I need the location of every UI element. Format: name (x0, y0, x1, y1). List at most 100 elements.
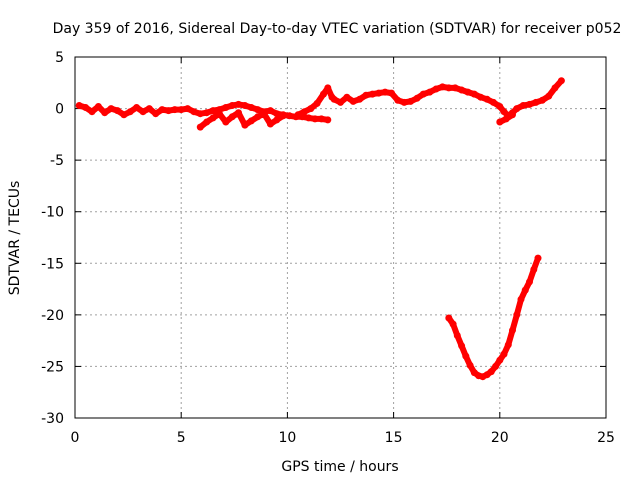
data-point (545, 92, 553, 100)
data-point (266, 107, 274, 115)
data-point (462, 352, 470, 360)
data-point (413, 94, 421, 102)
y-tick-label: -15 (41, 256, 64, 272)
data-point (190, 108, 198, 116)
data-point (513, 105, 521, 113)
data-point (273, 116, 281, 124)
data-point (209, 114, 217, 122)
data-point (279, 112, 287, 120)
data-point (538, 96, 546, 104)
x-tick-label: 5 (177, 430, 186, 446)
data-point (114, 107, 121, 115)
data-point (477, 93, 485, 101)
data-point (215, 110, 223, 118)
data-point (305, 114, 313, 122)
data-point (504, 341, 512, 349)
y-tick-label: 5 (55, 50, 64, 66)
data-point (381, 88, 389, 96)
data-point (241, 121, 249, 129)
data-point (466, 361, 474, 369)
data-point (343, 93, 351, 101)
data-point (407, 97, 415, 105)
data-point (286, 112, 293, 120)
data-point (177, 106, 185, 114)
data-point (513, 311, 521, 319)
y-tick-label: -10 (41, 205, 64, 221)
data-point (419, 90, 427, 98)
data-point (133, 104, 141, 111)
chart-title: Day 359 of 2016, Sidereal Day-to-day VTE… (53, 21, 622, 37)
data-point (492, 362, 500, 370)
data-point (139, 108, 147, 116)
data-point (453, 332, 461, 339)
data-point (235, 109, 242, 117)
data-point (247, 117, 255, 125)
data-point (519, 102, 527, 109)
data-point (317, 115, 325, 123)
data-point (400, 98, 408, 106)
data-point (426, 88, 434, 96)
data-point (368, 90, 376, 98)
data-point (445, 84, 453, 92)
data-point (470, 90, 478, 98)
data-point (311, 115, 319, 123)
data-point (101, 109, 109, 117)
data-point (496, 118, 504, 126)
data-point (158, 106, 166, 114)
data-point (509, 326, 516, 334)
data-point (375, 89, 383, 97)
data-point (300, 108, 308, 116)
y-tick-label: -5 (50, 153, 64, 169)
data-point (526, 100, 533, 108)
data-point (171, 106, 179, 114)
data-point (464, 88, 472, 96)
data-point (394, 96, 402, 104)
data-point (509, 111, 516, 119)
data-point (330, 95, 338, 103)
data-point (196, 123, 204, 131)
y-tick-label: 0 (55, 102, 64, 118)
data-point (196, 110, 204, 118)
data-point (241, 102, 249, 109)
x-tick-label: 10 (278, 430, 296, 446)
data-point (203, 118, 211, 126)
data-point (500, 350, 508, 358)
data-point (551, 84, 559, 92)
data-point (496, 103, 504, 110)
x-axis-label: GPS time / hours (281, 459, 398, 475)
data-point (94, 103, 102, 110)
data-point (496, 356, 504, 364)
data-point (120, 111, 128, 119)
data-point (432, 85, 440, 93)
data-point (126, 108, 134, 116)
data-point (349, 97, 357, 105)
series-6-line (445, 255, 541, 380)
data-point (451, 84, 459, 92)
data-point (324, 116, 332, 124)
data-point (260, 110, 268, 118)
y-tick-label: -20 (41, 308, 64, 324)
x-tick-label: 0 (71, 430, 80, 446)
data-point (235, 100, 242, 108)
data-point (254, 106, 262, 114)
data-series (75, 77, 565, 381)
data-point (228, 102, 236, 109)
data-point (337, 98, 344, 106)
data-point (222, 118, 230, 126)
x-tick-label: 15 (385, 430, 403, 446)
data-point (362, 91, 370, 99)
data-point (502, 115, 510, 123)
data-point (526, 278, 533, 286)
data-point (75, 102, 83, 109)
x-tick-label: 25 (597, 430, 615, 446)
y-axis-label: SDTVAR / TECUs (7, 181, 23, 296)
data-point (313, 99, 321, 107)
data-point (266, 120, 274, 128)
data-point (254, 113, 262, 121)
data-point (294, 111, 302, 119)
data-point (145, 105, 153, 113)
data-point (534, 254, 542, 262)
data-point (439, 83, 446, 91)
data-point (449, 320, 457, 328)
